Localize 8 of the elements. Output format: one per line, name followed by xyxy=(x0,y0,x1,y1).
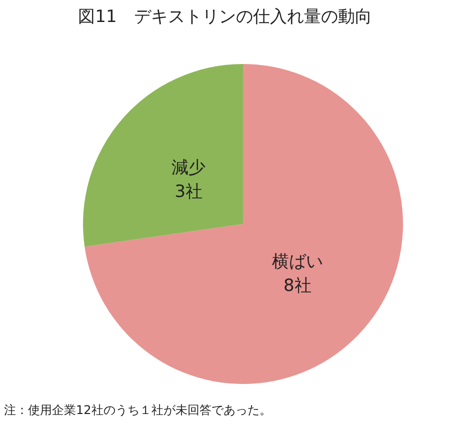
data-label: 3社 xyxy=(174,182,202,202)
text: 注：使用企業12社のうち１社が未回答であった。 xyxy=(4,403,272,417)
pie-slice xyxy=(83,64,243,247)
slice-label: 減少 xyxy=(172,158,206,178)
chart-title: 図11 デキストリンの仕入れ量の動向 xyxy=(78,7,372,27)
slice-label: 横ばい xyxy=(272,252,323,272)
pie-slice xyxy=(84,64,403,384)
data-label: 8社 xyxy=(284,276,312,296)
